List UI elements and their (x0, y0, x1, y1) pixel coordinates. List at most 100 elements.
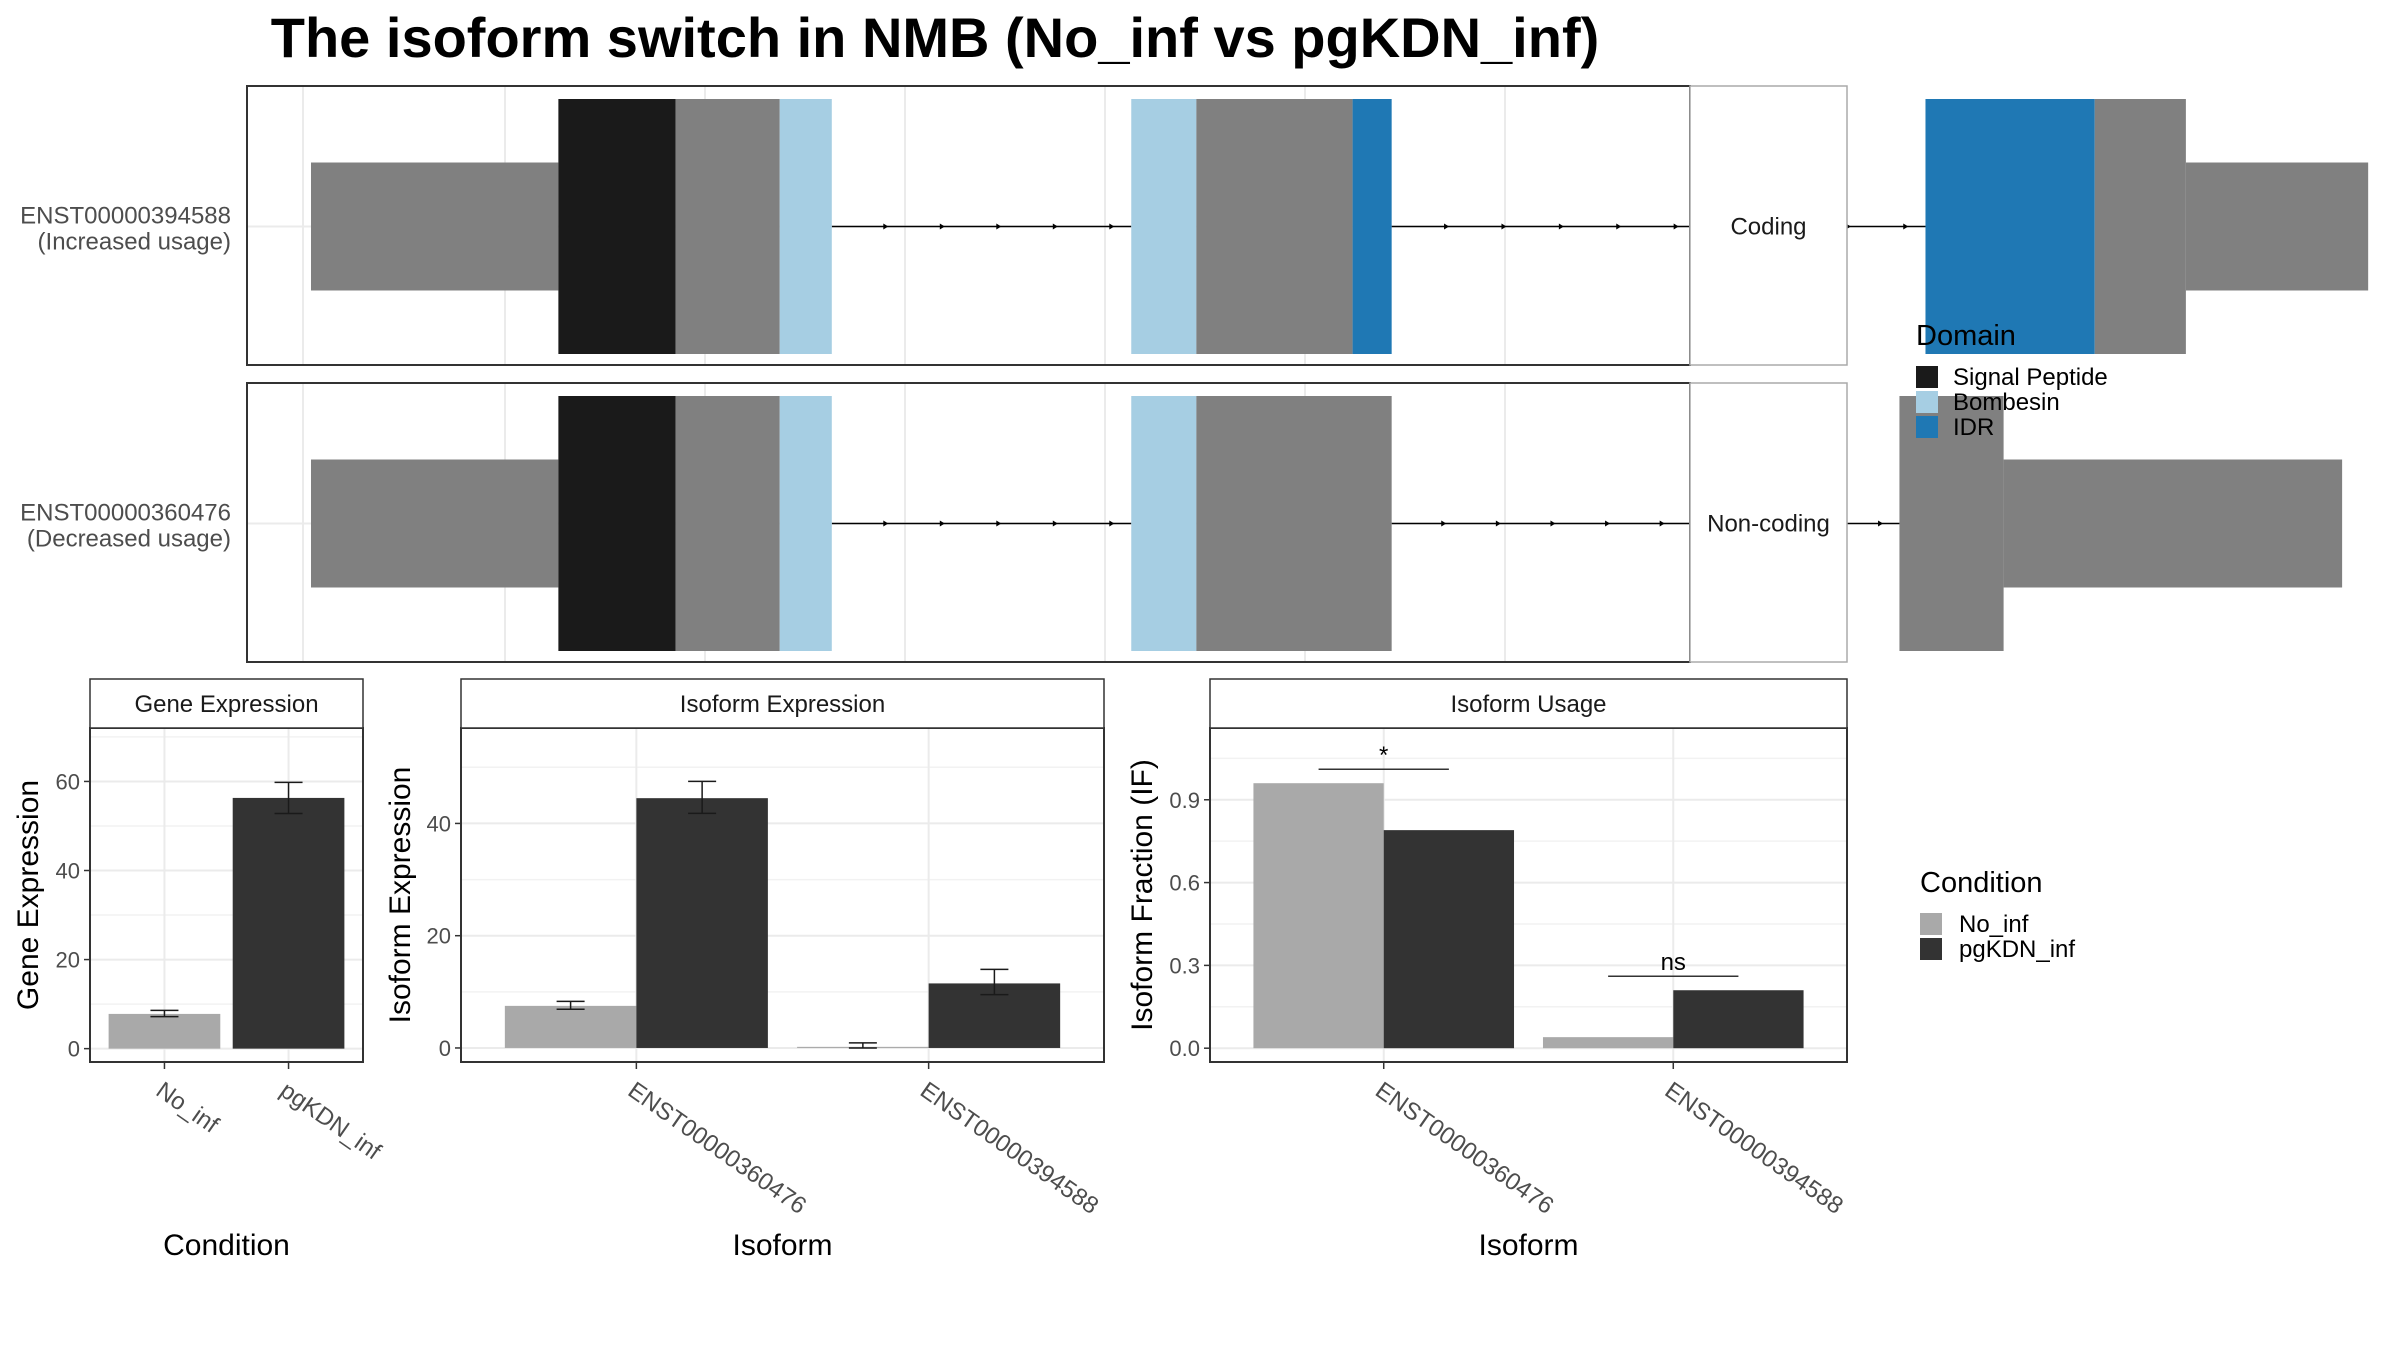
intron-arrow (1605, 520, 1611, 527)
chart-3: 0.0 0.3 0.6 0.9 * ns ENST00000360476 ENST000003… (1126, 678, 1848, 1262)
x-tick-label: ENST00000360476 (1370, 1077, 1558, 1220)
coding-exon (675, 99, 780, 354)
idr-exon (1925, 99, 2095, 354)
intron-arrow (1052, 223, 1058, 230)
intron-arrow (1659, 520, 1665, 527)
intron-arrow (1501, 223, 1507, 230)
facet-strip-label: Non-coding (1707, 511, 1830, 538)
domain-legend-key (1916, 416, 1938, 438)
intron-arrow (996, 223, 1002, 230)
chart-title-strip (1209, 678, 1848, 729)
x-tick-label: No_inf (151, 1077, 224, 1139)
coding-exon (1196, 396, 1392, 651)
intron-arrow (883, 223, 889, 230)
y-tick-label: 0.3 (1169, 953, 1200, 978)
intron-arrow (939, 520, 945, 527)
intron-arrow (1109, 520, 1115, 527)
chart-2: 0 20 40 ENST00000360476 ENST00000394588 Isofo… (384, 678, 1105, 1262)
bombesin-exon (779, 99, 832, 354)
bar-pgKDN_inf-ENST00000360476 (636, 798, 768, 1048)
y-tick-label: 0 (439, 1036, 451, 1061)
x-axis-label: Condition (163, 1229, 290, 1262)
bar-No_inf-ENST00000360476 (504, 1005, 637, 1048)
transcript-usage-label: (Decreased usage) (27, 526, 231, 553)
domain-legend-label: Signal Peptide (1953, 364, 2108, 391)
idr-exon (1352, 99, 1392, 354)
chart-title: Gene Expression (134, 691, 318, 718)
bombesin-exon (1131, 396, 1197, 651)
utr-exon (2003, 459, 2343, 588)
facet-strip (1689, 85, 1848, 366)
transcript-usage-label: (Increased usage) (38, 229, 231, 256)
coding-exon (675, 396, 780, 651)
bar-No_inf-ENST00000360476 (1253, 783, 1384, 1049)
chart-title-strip (89, 678, 364, 729)
coding-exon (2094, 99, 2186, 354)
condition-legend-label: pgKDN_inf (1959, 936, 2075, 963)
chart-title-strip (460, 678, 1105, 729)
coding-exon (1899, 396, 2004, 651)
chart-title: Isoform Expression (680, 691, 885, 718)
bar-pgKDN_inf-ENST00000360476 (1383, 830, 1515, 1049)
intron-arrow (883, 520, 889, 527)
condition-legend-title: Condition (1920, 867, 2043, 899)
transcript-structure-panel: Coding ENST00000394588(Increased usage) No… (20, 85, 2369, 663)
y-tick-label: 20 (56, 948, 80, 973)
y-axis-label: Gene Expression (12, 780, 45, 1010)
y-tick-label: 60 (56, 769, 80, 794)
y-tick-label: 40 (56, 859, 80, 884)
intron-arrow (1616, 223, 1622, 230)
intron-arrow (996, 520, 1002, 527)
condition-legend-label: No_inf (1959, 911, 2029, 938)
intron-arrow (1550, 520, 1556, 527)
x-tick-label: pgKDN_inf (275, 1077, 386, 1166)
y-tick-label: 20 (427, 924, 451, 949)
x-tick-label: ENST00000360476 (623, 1077, 811, 1220)
figure-title: The isoform switch in NMB (No_inf vs pgK… (271, 6, 1599, 69)
y-axis-label: Isoform Fraction (IF) (1126, 759, 1159, 1031)
facet-strip-label: Coding (1730, 214, 1806, 241)
intron-arrow (1673, 223, 1679, 230)
x-tick-label: ENST00000394588 (1660, 1077, 1848, 1220)
bar-No_inf (108, 1013, 221, 1049)
chart-1: 0 20 40 60 No_inf pgKDN_inf Gene Expression Con… (12, 678, 386, 1262)
domain-legend-key (1916, 391, 1938, 413)
x-axis-label: Isoform (1478, 1229, 1578, 1262)
utr-exon (311, 459, 559, 588)
coding-exon (1196, 99, 1353, 354)
x-tick-label: ENST00000394588 (915, 1077, 1103, 1220)
domain-legend-key (1916, 366, 1938, 388)
y-tick-label: 0.0 (1169, 1036, 1200, 1061)
domain-legend-label: Bombesin (1953, 389, 2060, 416)
intron-arrow (1444, 223, 1450, 230)
signal-peptide-exon (558, 396, 676, 651)
y-tick-label: 0.9 (1169, 788, 1200, 813)
x-axis-label: Isoform (732, 1229, 832, 1262)
signal-peptide-exon (558, 99, 676, 354)
intron-arrow (1495, 520, 1501, 527)
bar-pgKDN_inf (232, 797, 345, 1049)
bar-charts: 0 20 40 60 No_inf pgKDN_inf Gene Expression Con… (12, 678, 1848, 1262)
intron-arrow (1878, 520, 1884, 527)
utr-exon (311, 162, 559, 291)
utr-exon (2185, 162, 2369, 291)
domain-legend-title: Domain (1916, 320, 2016, 352)
y-tick-label: 0.6 (1169, 871, 1200, 896)
domain-legend-label: IDR (1953, 414, 1994, 441)
facet-strip (1689, 382, 1848, 663)
y-tick-label: 40 (427, 811, 451, 836)
chart-title: Isoform Usage (1450, 691, 1606, 718)
intron-arrow (1903, 223, 1909, 230)
bombesin-exon (779, 396, 832, 651)
y-axis-label: Isoform Expression (384, 767, 417, 1024)
bar-pgKDN_inf-ENST00000394588 (1673, 990, 1804, 1049)
transcript-id-label: ENST00000394588 (20, 203, 231, 230)
y-tick-label: 0 (68, 1037, 80, 1062)
transcript-id-label: ENST00000360476 (20, 500, 231, 527)
intron-arrow (1109, 223, 1115, 230)
intron-arrow (1441, 520, 1447, 527)
significance-label: * (1379, 742, 1388, 769)
